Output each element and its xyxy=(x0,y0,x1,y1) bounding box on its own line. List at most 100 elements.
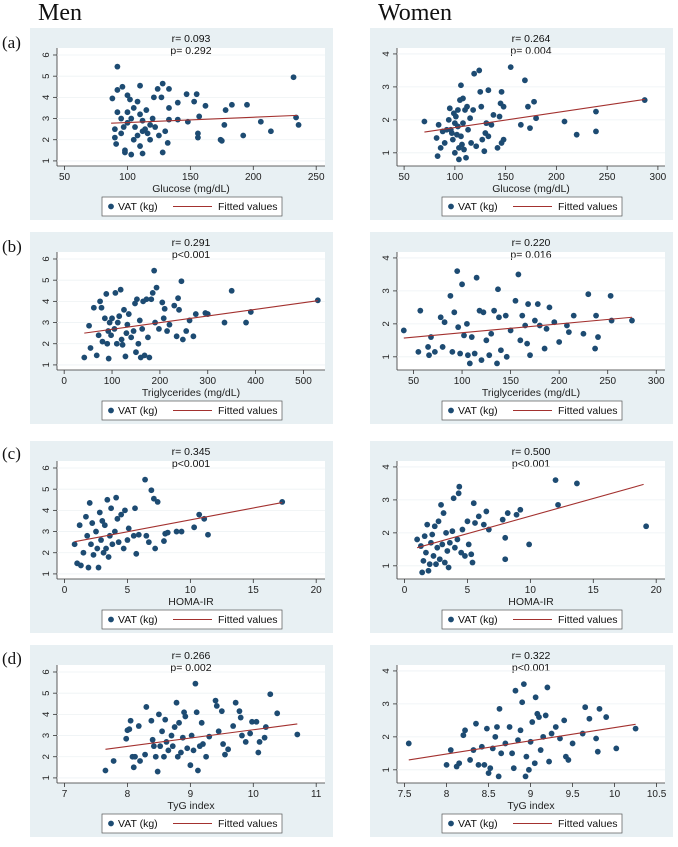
data-point xyxy=(641,97,648,103)
legend-marker-icon xyxy=(448,820,454,827)
data-point xyxy=(531,317,538,324)
data-point xyxy=(499,516,506,523)
data-point xyxy=(114,109,121,116)
y-tick-label: 6 xyxy=(41,256,52,261)
data-point xyxy=(152,545,159,552)
legend-marker-icon xyxy=(108,820,114,827)
data-point xyxy=(253,718,260,725)
scatter-panel-women-a: r= 0.264 p= 0.004 1 2 3 4 50 100 150 200 250 300 Glu… xyxy=(370,28,673,220)
y-tick-label: 1 xyxy=(381,354,392,359)
y-tick-label: 2 xyxy=(41,754,52,759)
data-point xyxy=(99,518,106,524)
data-point xyxy=(536,714,542,720)
data-point xyxy=(166,85,172,92)
y-tick-label: 1 xyxy=(381,767,392,772)
data-point xyxy=(145,539,152,546)
data-point xyxy=(495,286,501,293)
data-point xyxy=(552,724,559,730)
data-point xyxy=(437,144,444,151)
data-point xyxy=(439,344,446,350)
y-tick-label: 2 xyxy=(41,137,52,142)
data-point xyxy=(420,557,427,564)
data-point xyxy=(507,327,514,334)
x-tick-label: 300 xyxy=(648,376,665,387)
y-tick-label: 1 xyxy=(41,571,52,576)
data-point xyxy=(149,289,156,296)
x-tick-label: 8.5 xyxy=(482,789,496,800)
data-point xyxy=(141,352,148,359)
data-point xyxy=(512,297,519,304)
data-point xyxy=(108,505,115,512)
data-point xyxy=(86,500,93,506)
x-axis-label: HOMA-IR xyxy=(508,596,554,608)
data-point xyxy=(90,551,97,558)
data-point xyxy=(437,314,444,321)
r-value: r= 0.500 xyxy=(512,446,551,458)
data-point xyxy=(99,338,106,345)
data-point xyxy=(159,728,165,735)
x-tick-label: 100 xyxy=(454,376,471,387)
data-point xyxy=(459,141,465,148)
data-point xyxy=(500,136,507,143)
data-point xyxy=(475,513,482,520)
data-point xyxy=(487,765,494,772)
data-point xyxy=(118,130,125,137)
data-point xyxy=(139,117,146,124)
data-point xyxy=(478,103,485,110)
data-point xyxy=(466,360,473,367)
x-tick-label: 15 xyxy=(248,585,260,596)
p-value: p<0.001 xyxy=(512,662,550,674)
y-tick-label: 2 xyxy=(381,117,392,122)
data-point xyxy=(148,717,155,724)
data-point xyxy=(193,91,200,98)
data-point xyxy=(243,319,249,326)
data-point xyxy=(160,315,167,322)
data-point xyxy=(143,296,150,303)
data-point xyxy=(171,302,178,309)
data-point xyxy=(434,153,441,160)
data-point xyxy=(117,286,124,293)
y-tick-label: 1 xyxy=(41,775,52,780)
data-point xyxy=(144,130,151,137)
data-point xyxy=(183,91,190,98)
x-tick-label: 0 xyxy=(61,376,67,387)
data-point xyxy=(104,496,111,503)
data-point xyxy=(195,134,201,141)
data-point xyxy=(459,526,466,533)
x-tick-label: 300 xyxy=(650,172,667,183)
data-point xyxy=(146,354,153,361)
y-tick-label: 1 xyxy=(41,362,52,367)
data-point xyxy=(85,564,92,571)
legend-line-label: Fitted values xyxy=(218,818,278,830)
data-point xyxy=(112,289,119,296)
data-point xyxy=(435,121,442,128)
data-point xyxy=(574,480,580,487)
data-point xyxy=(440,510,447,516)
data-point xyxy=(480,309,487,316)
data-point xyxy=(114,87,121,93)
data-point xyxy=(461,332,467,339)
data-point xyxy=(465,126,471,133)
y-tick-label: 4 xyxy=(381,51,392,56)
data-point xyxy=(193,709,200,716)
y-tick-label: 4 xyxy=(381,464,392,469)
x-tick-label: 250 xyxy=(599,376,616,387)
data-point xyxy=(128,151,135,158)
legend: VAT (kg) Fitted values xyxy=(101,400,283,421)
x-tick-label: 400 xyxy=(247,376,264,387)
data-point xyxy=(163,739,170,745)
y-tick-label: 5 xyxy=(41,487,52,492)
data-point xyxy=(218,708,225,715)
data-point xyxy=(203,753,209,760)
data-point xyxy=(526,541,533,548)
data-point xyxy=(148,487,155,494)
data-point xyxy=(461,146,467,153)
legend-marker-icon xyxy=(448,616,454,623)
p-value: p= 0.016 xyxy=(510,249,551,261)
data-point xyxy=(279,498,286,505)
data-point xyxy=(174,753,181,760)
data-point xyxy=(125,525,132,532)
data-point xyxy=(143,532,150,539)
data-point xyxy=(81,354,88,361)
x-tick-label: 100 xyxy=(447,172,464,183)
